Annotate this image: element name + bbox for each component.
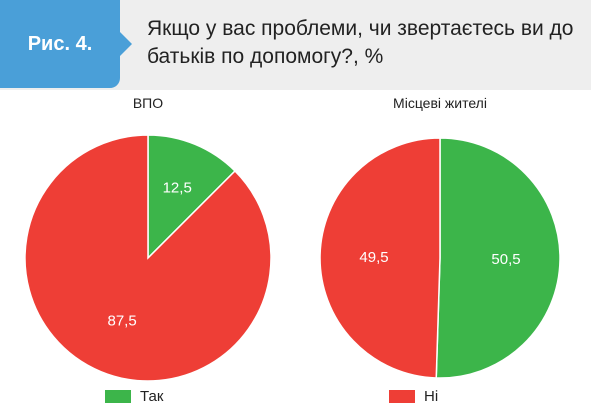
- chart-title: Якщо у вас проблеми, чи звертаєтесь ви д…: [147, 17, 574, 68]
- pie-1-slice-yes: [147, 134, 237, 260]
- pie-2-slice-yes: [435, 137, 561, 379]
- pie-2-slice-no: [319, 137, 441, 379]
- figure-label: Рис. 4.: [27, 33, 93, 55]
- pie-2-label-no: 49,5: [359, 249, 388, 266]
- legend-swatch-no: [389, 389, 415, 403]
- figure-header: Рис. 4. Якщо у вас проблеми, чи звертаєт…: [0, 0, 591, 90]
- legend-label-no: Ні: [424, 387, 439, 405]
- legend-item-no: Ні: [389, 386, 438, 406]
- pie-2-label-yes: 50,5: [491, 251, 520, 268]
- pie-1-slice-no: [24, 134, 272, 382]
- legend-item-yes: Так: [105, 386, 163, 406]
- pie-title-2: Місцеві жителі: [393, 95, 487, 111]
- pie-1-label-yes: 12,5: [163, 180, 192, 197]
- legend-swatch-yes: [105, 389, 131, 403]
- pie-title-1: ВПО: [133, 95, 163, 111]
- pie-1-label-no: 87,5: [107, 313, 136, 330]
- figure-tag: [0, 0, 132, 88]
- legend-label-yes: Так: [140, 387, 164, 405]
